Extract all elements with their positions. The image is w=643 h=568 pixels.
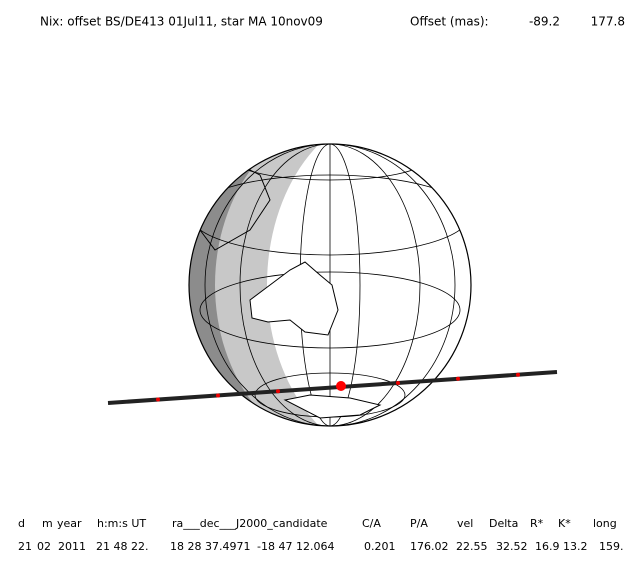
cell: 21	[18, 540, 32, 553]
cell: 02	[37, 540, 51, 553]
column-header: long	[593, 517, 617, 530]
column-header: K*	[558, 517, 571, 530]
cell: 176.02	[410, 540, 449, 553]
column-header: m	[42, 517, 53, 530]
column-header: Delta	[489, 517, 518, 530]
column-header: ra___dec___J2000_candidate	[172, 517, 328, 530]
column-header: d	[18, 517, 25, 530]
column-header: year	[57, 517, 82, 530]
cell: -18 47 12.064	[257, 540, 334, 553]
cell: 22.55	[456, 540, 488, 553]
cell: 18 28 37.4971	[170, 540, 250, 553]
offset-label: Offset (mas):	[410, 15, 489, 29]
cell: 16.9	[535, 540, 560, 553]
column-header: vel	[457, 517, 473, 530]
column-header: R*	[530, 517, 544, 530]
cell: 0.201	[364, 540, 396, 553]
offset-x: -89.2	[529, 15, 560, 29]
result-table: d m year h:m:s UT ra___dec___J2000_candidate…	[18, 517, 624, 553]
closest-approach	[336, 381, 346, 391]
path-ticks	[156, 372, 520, 402]
title: Nix: offset BS/DE413 01Jul11, star MA 10…	[40, 15, 323, 29]
cell: 32.52	[496, 540, 528, 553]
cell: 21 48 22.	[96, 540, 148, 553]
offset-y: 177.8	[591, 15, 625, 29]
cell: 2011	[58, 540, 86, 553]
cell: 13.2	[563, 540, 588, 553]
cell: 159.	[599, 540, 624, 553]
occultation-path	[107, 370, 558, 405]
column-header: C/A	[362, 517, 381, 530]
column-header: h:m:s UT	[97, 517, 146, 530]
column-header: P/A	[410, 517, 428, 530]
